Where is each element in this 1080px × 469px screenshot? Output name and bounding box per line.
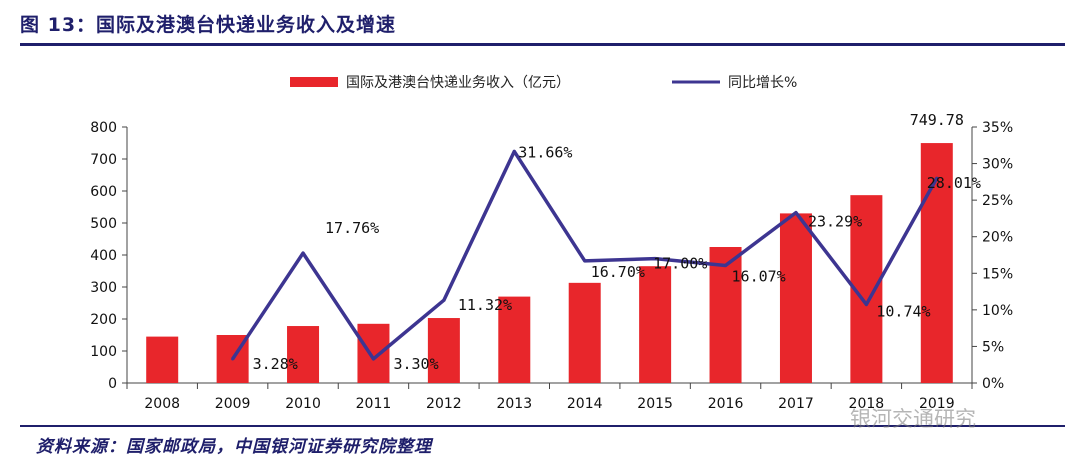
growth-point-2015 [653, 257, 657, 261]
left-tick-label: 100 [90, 344, 117, 360]
bar-2011 [357, 323, 390, 383]
bar-2010 [287, 326, 320, 383]
x-tick-label: 2015 [637, 396, 673, 412]
x-tick-label: 2010 [285, 396, 321, 412]
bar-2016 [709, 247, 742, 383]
x-tick-label: 2013 [496, 396, 532, 412]
bar-2017 [779, 213, 812, 383]
x-tick-label: 2011 [356, 396, 392, 412]
x-tick-label: 2019 [919, 396, 955, 412]
growth-point-2012 [442, 298, 446, 302]
growth-point-2011 [371, 357, 375, 361]
line-data-label: 3.28% [253, 355, 298, 373]
bar-2008 [146, 336, 179, 383]
right-tick-label: 35% [982, 120, 1013, 136]
x-tick-label: 2012 [426, 396, 462, 412]
left-tick-label: 800 [90, 120, 117, 136]
growth-point-2014 [583, 259, 587, 263]
legend-bar-swatch [290, 77, 338, 87]
line-data-label: 23.29% [808, 213, 862, 231]
left-tick-label: 400 [90, 248, 117, 264]
line-data-label: 16.07% [732, 267, 786, 285]
watermark-text: 银河交通研究 [850, 407, 976, 431]
left-tick-label: 500 [90, 216, 117, 232]
figure-title: 图 13：国际及港澳台快递业务收入及增速 [20, 14, 397, 36]
growth-point-2019 [935, 176, 939, 180]
line-data-label: 3.30% [393, 355, 438, 373]
x-tick-label: 2017 [778, 396, 814, 412]
bar-2014 [568, 282, 601, 383]
right-tick-label: 25% [982, 193, 1013, 209]
right-tick-label: 30% [982, 157, 1013, 173]
title-rule [20, 43, 1065, 46]
bar-2012 [427, 318, 460, 383]
growth-point-2018 [864, 302, 868, 306]
bar-2013 [498, 296, 531, 383]
growth-point-2010 [301, 251, 305, 255]
legend-bar-label: 国际及港澳台快递业务收入（亿元） [346, 75, 570, 91]
chart-axes: 0 100 200 300 400 500 600 700 800 0% 5% 10% 15% 20% 25… [90, 120, 1013, 412]
x-tick-label: 2016 [708, 396, 744, 412]
line-series [231, 149, 939, 361]
x-tick-label: 2018 [849, 396, 885, 412]
right-tick-label: 0% [982, 376, 1004, 392]
x-tick-label: 2009 [215, 396, 251, 412]
growth-point-2017 [794, 211, 798, 215]
line-data-label: 16.70% [591, 263, 645, 281]
left-tick-label: 300 [90, 280, 117, 296]
line-data-label: 28.01% [927, 174, 981, 192]
chart-legend: 国际及港澳台快递业务收入（亿元） 同比增长% [290, 75, 797, 91]
legend-line-label: 同比增长% [728, 75, 797, 91]
left-tick-label: 600 [90, 184, 117, 200]
x-tick-label: 2014 [567, 396, 603, 412]
line-data-label: 10.74% [876, 302, 930, 320]
bar-2019 [920, 143, 953, 383]
x-tick-label: 2008 [144, 396, 180, 412]
bar-2015 [639, 266, 672, 383]
growth-point-2009 [231, 357, 235, 361]
right-tick-label: 10% [982, 303, 1013, 319]
line-data-label: 17.76% [325, 219, 379, 237]
line-data-label: 31.66% [518, 143, 572, 161]
growth-point-2013 [512, 149, 516, 153]
bar-series [146, 143, 953, 383]
growth-point-2016 [724, 263, 728, 267]
data-labels: 3.28% 17.76% 3.30% 11.32% 31.66% 16.70% 17.00%… [253, 111, 981, 373]
line-data-label: 17.00% [653, 255, 707, 273]
left-tick-label: 0 [108, 376, 117, 392]
line-data-label: 11.32% [458, 296, 512, 314]
right-tick-label: 15% [982, 266, 1013, 282]
bar-data-label: 749.78 [910, 111, 964, 129]
source-note: 资料来源：国家邮政局，中国银河证券研究院整理 [36, 437, 432, 457]
left-tick-label: 200 [90, 312, 117, 328]
right-tick-label: 5% [982, 339, 1004, 355]
right-tick-label: 20% [982, 230, 1013, 246]
footer-rule [20, 425, 1065, 427]
left-tick-label: 700 [90, 152, 117, 168]
